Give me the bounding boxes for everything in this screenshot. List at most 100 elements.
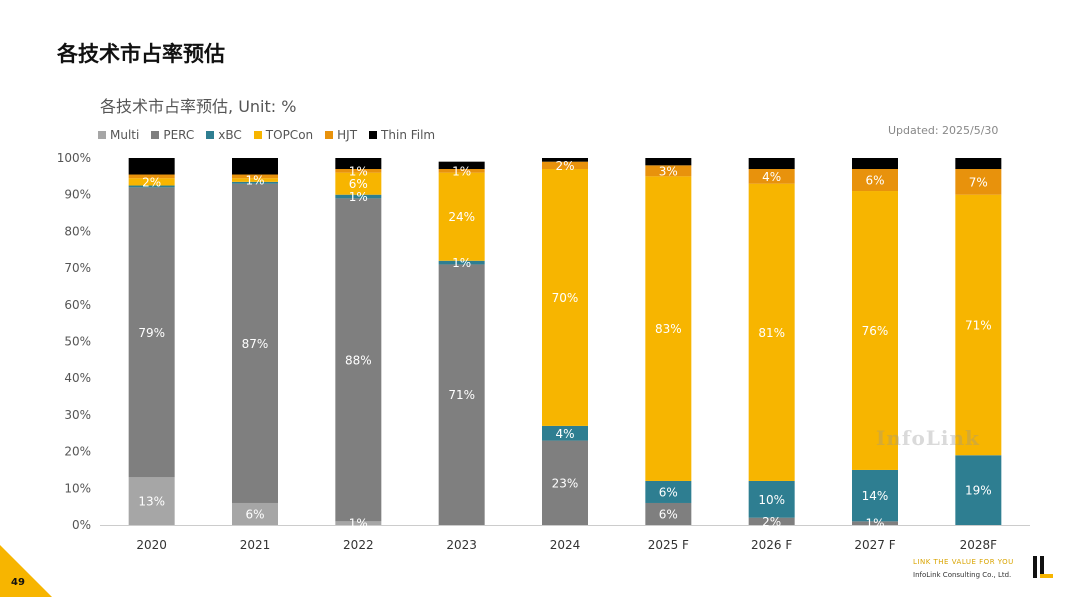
chart-title: 各技术市占率预估, Unit: % (100, 93, 296, 117)
x-tick-label: 2025 F (648, 538, 689, 552)
data-label: 1% (349, 517, 368, 531)
bar-segment-hjt (232, 174, 278, 179)
legend-item-perc: PERC (151, 128, 194, 142)
bar-segment-thin-film (232, 158, 278, 175)
legend-item-xbc: xBC (206, 128, 242, 142)
bar-segment-xbc (438, 260, 485, 265)
data-label: 6% (349, 177, 368, 191)
y-tick-label: 100% (57, 151, 91, 165)
bar-segment-hjt (852, 169, 898, 192)
legend-swatch (253, 131, 262, 139)
bar-segment-topcon (128, 178, 175, 186)
bar-segment-perc (748, 517, 795, 525)
legend-label: PERC (163, 128, 195, 142)
bar-segment-hjt (645, 165, 692, 177)
watermark: InfoLink (876, 426, 980, 450)
bar-segment-hjt (748, 169, 795, 184)
data-label: 13% (138, 495, 165, 509)
infolink-logo-icon (1033, 556, 1053, 578)
legend-item-topcon: TOPCon (253, 128, 314, 142)
data-label: 1% (349, 164, 368, 178)
data-label: 6% (865, 174, 884, 188)
data-label: 19% (965, 484, 992, 498)
footer-tagline: LINK THE VALUE FOR YOU (913, 558, 1014, 566)
bar-segment-xbc (335, 194, 382, 199)
bar-segment-thin-film (645, 158, 692, 166)
data-label: 10% (758, 493, 785, 507)
bar-segment-topcon (748, 183, 795, 481)
data-label: 83% (655, 322, 682, 336)
bar-segment-xbc (128, 185, 175, 188)
y-tick-label: 50% (64, 335, 91, 349)
legend-item-thin-film: Thin Film (369, 128, 435, 142)
x-tick-label: 2024 (550, 538, 581, 552)
data-label: 4% (762, 170, 781, 184)
bar-segment-hjt (438, 169, 485, 173)
bar-segment-thin-film (438, 161, 485, 170)
bar-segment-multi (128, 477, 175, 525)
data-label: 1% (865, 517, 884, 531)
legend-label: HJT (337, 128, 358, 142)
bar-segment-hjt (542, 161, 588, 170)
bar-segment-xbc (748, 480, 795, 518)
data-label: 6% (659, 485, 678, 499)
bar-segment-thin-film (955, 158, 1002, 170)
bar-segment-xbc (852, 469, 898, 522)
legend-item-multi: Multi (98, 128, 139, 142)
x-tick-label: 2023 (446, 538, 477, 552)
bar-segment-perc (645, 502, 692, 525)
bar-segment-topcon (955, 194, 1002, 456)
data-label: 71% (965, 318, 992, 332)
data-label: 71% (448, 388, 475, 402)
bar-segment-xbc (645, 480, 692, 503)
legend-swatch (369, 131, 378, 139)
legend-swatch (206, 131, 215, 139)
data-label: 6% (245, 507, 264, 521)
bar-segment-topcon (438, 172, 485, 261)
page-title: 各技术市占率预估 (57, 42, 225, 66)
bar-segment-perc (128, 187, 175, 478)
x-tick-label: 2021 (240, 538, 271, 552)
y-tick-label: 0% (72, 518, 91, 532)
chart-title-unit: , Unit: % (228, 97, 297, 116)
chart-title-main: 各技术市占率预估 (100, 97, 229, 116)
data-label: 23% (552, 476, 579, 490)
y-tick-label: 70% (64, 261, 91, 275)
bar-segment-perc (335, 198, 382, 522)
bar-segment-perc (232, 183, 278, 503)
data-label: 79% (138, 326, 165, 340)
data-label: 7% (969, 175, 988, 189)
updated-date: Updated: 2025/5/30 (888, 124, 999, 137)
data-label: 14% (862, 489, 889, 503)
data-label: 2% (555, 159, 574, 173)
data-label: 87% (242, 337, 269, 351)
data-label: 3% (659, 164, 678, 178)
page-number: 49 (11, 577, 25, 588)
legend-swatch (325, 131, 334, 139)
footer-company: InfoLink Consulting Co., Ltd. (913, 571, 1012, 579)
data-label: 2% (762, 515, 781, 529)
bar-segment-xbc (232, 181, 278, 184)
y-tick-label: 80% (64, 224, 91, 238)
bar-segment-perc (852, 521, 898, 525)
data-label: 4% (555, 427, 574, 441)
chart-legend: Multi PERC xBC TOPCon HJT Thin Film (98, 128, 447, 142)
x-tick-label: 2022 (343, 538, 374, 552)
data-label: 70% (552, 291, 579, 305)
bar-segment-topcon (232, 178, 278, 182)
x-tick-label: 2020 (136, 538, 167, 552)
legend-label: TOPCon (265, 128, 314, 142)
data-label: 1% (349, 190, 368, 204)
bar-segment-multi (335, 521, 382, 525)
x-tick-label: 2027 F (854, 538, 895, 552)
bar-segment-thin-film (852, 158, 898, 170)
bar-segment-topcon (645, 176, 692, 481)
bar-segment-xbc (542, 425, 588, 441)
x-tick-label: 2026 F (751, 538, 792, 552)
data-label: 6% (659, 507, 678, 521)
data-label: 81% (758, 326, 785, 340)
data-label: 24% (448, 210, 475, 224)
data-label: 76% (862, 324, 889, 338)
bar-segment-hjt (128, 174, 175, 179)
